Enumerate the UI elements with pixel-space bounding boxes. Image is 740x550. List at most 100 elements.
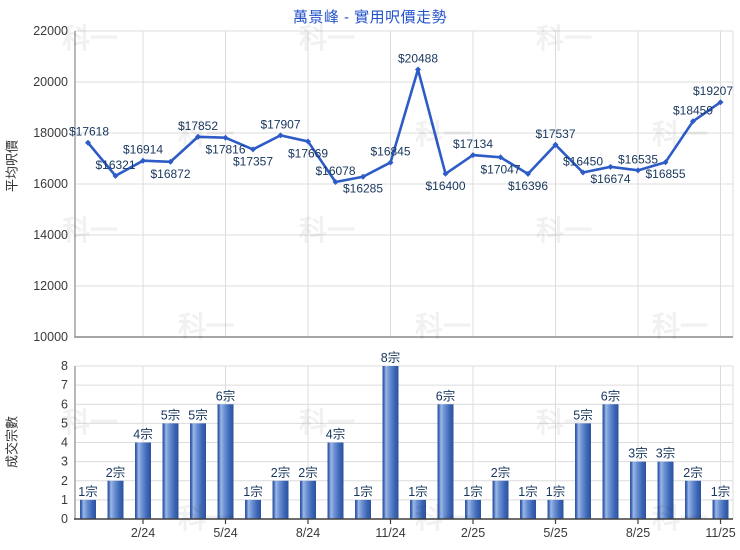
- y-tick-label: 8: [61, 359, 68, 373]
- x-tick-label: 11/25: [705, 526, 735, 540]
- volume-bar-label: 6宗: [601, 388, 620, 403]
- price-point-label: $20488: [398, 52, 438, 66]
- price-point-marker: [140, 157, 146, 164]
- price-point-label: $16855: [645, 167, 685, 181]
- volume-bar: [410, 499, 426, 519]
- y-tick-label: 14000: [33, 228, 68, 242]
- volume-bar-chart: 8 7 6 5 4 3 2 1 0 1宗 2宗 4宗 5宗 5宗 6宗 1宗 2宗 2宗 4宗 1宗 8宗 1宗 6宗 1宗 2…: [61, 350, 736, 540]
- price-point-marker: [250, 146, 256, 153]
- price-point-marker: [85, 139, 91, 146]
- y-tick-label: 7: [61, 378, 68, 392]
- price-point-label: $16845: [370, 144, 410, 158]
- volume-bar-label: 1宗: [546, 484, 565, 499]
- x-tick-label: 5/24: [213, 526, 237, 540]
- price-point-marker: [360, 173, 366, 180]
- volume-bar: [217, 404, 234, 519]
- price-point-marker: [580, 169, 586, 176]
- volume-bar: [162, 423, 179, 519]
- volume-bar-label: 5宗: [188, 407, 207, 422]
- price-point-marker: [387, 159, 394, 166]
- volume-bar: [327, 442, 344, 519]
- price-point-marker: [442, 170, 449, 177]
- price-point-marker: [222, 134, 229, 141]
- price-point-label: $16078: [315, 164, 355, 178]
- volume-bar: [465, 499, 481, 519]
- x-tick-label: 5/25: [543, 526, 567, 540]
- price-point-label: $16321: [95, 158, 135, 172]
- x-tick-label: 2/24: [131, 526, 155, 540]
- volume-bar: [437, 404, 454, 519]
- volume-bar-label: 1宗: [711, 484, 730, 499]
- price-point-label: $17134: [453, 137, 493, 151]
- price-point-label: $19207: [693, 84, 733, 98]
- x-tick-label: 2/25: [461, 526, 485, 540]
- volume-bar: [712, 499, 729, 519]
- price-point-marker: [277, 132, 284, 139]
- volume-bar-label: 1宗: [78, 484, 97, 499]
- price-point-marker: [552, 141, 559, 148]
- price-point-label: $16285: [343, 182, 383, 196]
- volume-bar-label: 1宗: [463, 484, 482, 499]
- price-point-label: $16450: [563, 155, 603, 169]
- y-tick-label: 18000: [33, 126, 68, 140]
- volume-bar-label: 2宗: [106, 465, 125, 480]
- volume-bar: [382, 366, 399, 519]
- price-point-label: $16396: [508, 179, 548, 193]
- volume-bar-label: 1宗: [353, 484, 372, 499]
- price-point-label: $17047: [480, 162, 520, 176]
- y-tick-label: 5: [61, 416, 68, 430]
- volume-bar-label: 6宗: [216, 388, 235, 403]
- volume-bar: [575, 423, 591, 519]
- price-point-marker: [195, 133, 201, 140]
- price-point-marker: [690, 118, 696, 125]
- price-point-label: $17618: [69, 125, 109, 139]
- y-tick-label: 4: [61, 436, 68, 450]
- volume-bar-label: 4宗: [326, 427, 345, 442]
- volume-bar-label: 1宗: [243, 484, 262, 499]
- volume-bar-label: 2宗: [271, 465, 290, 480]
- price-point-label: $17852: [178, 119, 218, 133]
- price-point-marker: [497, 154, 504, 161]
- price-point-marker: [470, 152, 476, 159]
- volume-bar: [300, 480, 316, 519]
- price-point-marker: [305, 138, 311, 145]
- volume-bar: [520, 499, 536, 519]
- y-tick-label: 6: [61, 397, 68, 411]
- y-tick-label: 0: [61, 512, 68, 526]
- price-point-label: $16535: [618, 152, 658, 166]
- x-tick-label: 8/25: [626, 526, 650, 540]
- volume-bar-label: 5宗: [161, 407, 180, 422]
- volume-bar: [80, 499, 96, 519]
- price-point-marker: [717, 99, 724, 106]
- price-point-marker: [635, 167, 641, 174]
- y-tick-label: 12000: [33, 279, 68, 293]
- price-point-label: $17537: [535, 127, 575, 141]
- price-point-marker: [662, 159, 669, 166]
- price-point-label: $17669: [288, 146, 328, 160]
- price-point-marker: [607, 163, 614, 170]
- volume-bar-label: 8宗: [381, 350, 400, 365]
- volume-bar-label: 3宗: [628, 446, 647, 461]
- volume-bar: [355, 499, 371, 519]
- volume-bar: [107, 480, 124, 519]
- volume-bar-label: 6宗: [436, 388, 455, 403]
- price-point-label: $18459: [673, 103, 713, 117]
- volume-bar: [630, 461, 646, 519]
- chart-title: 萬景峰 - 實用呎價走勢: [292, 9, 448, 26]
- price-line-chart: 22000 20000 18000 16000 14000 12000 10000 $1761…: [33, 24, 734, 344]
- volume-bar-label: 5宗: [573, 407, 592, 422]
- volume-bar: [657, 461, 674, 519]
- volume-bar-label: 1宗: [408, 484, 427, 499]
- volume-bar: [190, 423, 206, 519]
- price-point-label: $17907: [260, 117, 300, 131]
- volume-bar-label: 2宗: [298, 465, 317, 480]
- volume-bar-label: 3宗: [656, 446, 675, 461]
- x-tick-label: 8/24: [296, 526, 320, 540]
- volume-bar-label: 1宗: [518, 484, 537, 499]
- price-point-marker: [167, 158, 174, 165]
- y-tick-label: 16000: [33, 177, 68, 191]
- price-point-marker: [112, 172, 119, 179]
- price-point-label: $17357: [233, 154, 273, 168]
- price-point-marker: [525, 170, 531, 177]
